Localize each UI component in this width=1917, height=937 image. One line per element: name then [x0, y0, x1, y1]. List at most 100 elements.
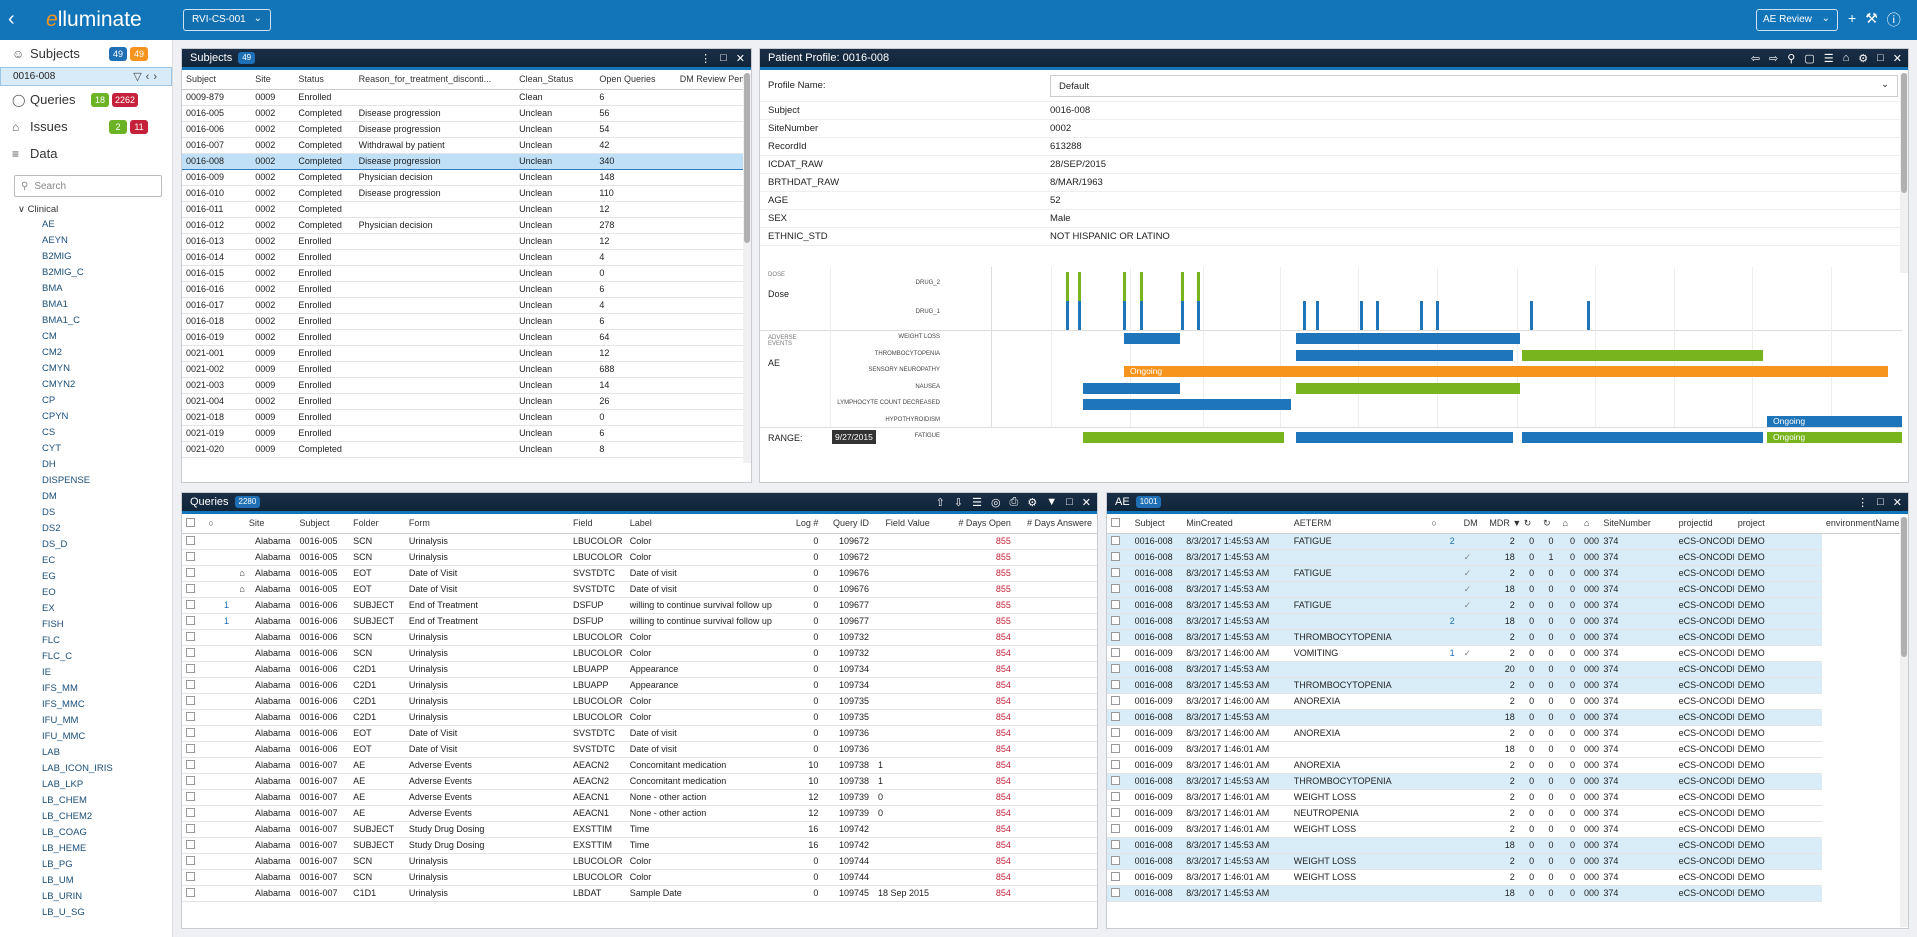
table-row[interactable]: 0016-008 8/3/2017 1:45:53 AM FATIGUE 2 2 0 0 0 0… [1107, 533, 1908, 550]
current-subject[interactable]: 0016-008 ▽‹› [0, 67, 172, 86]
tree-item[interactable]: DS_D [42, 539, 68, 550]
row-checkbox[interactable] [1111, 551, 1120, 561]
row-checkbox[interactable] [1111, 743, 1120, 753]
table-row[interactable]: 0016-010 0002 Completed Disease progression… [182, 185, 751, 202]
tree-item[interactable]: BMA1_C [42, 315, 81, 326]
row-checkbox[interactable] [186, 647, 195, 657]
row-checkbox[interactable] [186, 775, 195, 785]
row-checkbox-cell[interactable] [1107, 581, 1131, 598]
row-checkbox-cell[interactable] [182, 773, 205, 790]
row-checkbox-cell[interactable] [1107, 805, 1131, 822]
table-row[interactable]: Alabama 0016-005 SCN Urinalysis LBUCOLOR Colo… [182, 549, 1097, 566]
row-checkbox-cell[interactable] [182, 805, 205, 822]
tree-item[interactable]: EG [42, 571, 56, 582]
tree-item[interactable]: FLC [42, 635, 60, 646]
table-row[interactable]: 0016-005 0002 Completed Disease progression… [182, 105, 751, 122]
data-search-input[interactable]: ⚲ Search [14, 175, 162, 197]
row-checkbox-cell[interactable] [182, 581, 205, 598]
column-header[interactable]: Log # [782, 514, 824, 534]
table-row[interactable]: 0021-018 0009 Enrolled Unclean 0 [182, 409, 751, 426]
tree-item[interactable]: CM [42, 331, 57, 342]
table-row[interactable]: Alabama 0016-007 C1D1 Urinalysis LBDAT Sample… [182, 885, 1097, 902]
table-row[interactable]: Alabama 0016-007 AE Adverse Events AEACN1 Non… [182, 789, 1097, 806]
table-row[interactable]: 0021-002 0009 Enrolled Unclean 688 [182, 361, 751, 378]
row-checkbox[interactable] [1111, 711, 1120, 721]
tools-icon[interactable]: ⚒ [1865, 10, 1878, 26]
maximize-icon[interactable]: □ [720, 52, 727, 64]
table-row[interactable]: 0016-008 8/3/2017 1:45:53 AM FATIGUE ✓ 2 0 0 0 0… [1107, 565, 1908, 582]
column-header[interactable]: ⌂ [1579, 514, 1600, 534]
table-row[interactable]: Alabama 0016-007 SUBJECT Study Drug Dosing E… [182, 821, 1097, 838]
close-icon[interactable]: ✕ [1892, 497, 1902, 509]
column-header[interactable]: DM Review Pendin [675, 70, 751, 90]
row-checkbox[interactable] [1111, 887, 1120, 897]
column-header[interactable]: DM [1459, 514, 1486, 534]
table-row[interactable]: Alabama 0016-006 EOT Date of Visit SVSTDTC Da… [182, 725, 1097, 742]
row-checkbox-cell[interactable] [1107, 661, 1131, 678]
table-row[interactable]: Alabama 0016-007 SUBJECT Study Drug Dosing E… [182, 837, 1097, 854]
table-row[interactable]: Alabama 0016-006 C2D1 Urinalysis LBUAPP Appea… [182, 661, 1097, 678]
help-icon[interactable]: ⓘ [1886, 12, 1901, 28]
row-checkbox[interactable] [186, 727, 195, 737]
row-checkbox[interactable] [1111, 775, 1120, 785]
table-row[interactable]: 0016-009 8/3/2017 1:46:01 AM WEIGHT LOSS 2 0… [1107, 869, 1908, 886]
row-checkbox[interactable] [186, 839, 195, 849]
table-row[interactable]: 0016-009 8/3/2017 1:46:01 AM ANOREXIA 2 0 0 0 0… [1107, 757, 1908, 774]
row-checkbox[interactable] [186, 711, 195, 721]
tree-item[interactable]: CMYN [42, 363, 70, 374]
row-checkbox[interactable] [1111, 647, 1120, 657]
row-checkbox-cell[interactable] [182, 853, 205, 870]
row-checkbox-cell[interactable] [1107, 773, 1131, 790]
row-checkbox-cell[interactable] [182, 533, 205, 550]
column-header[interactable]: SiteNumber [1599, 514, 1675, 534]
row-checkbox-cell[interactable] [182, 613, 205, 630]
subject-nav-icons[interactable]: ▽‹› [133, 71, 161, 83]
row-checkbox-cell[interactable] [1107, 741, 1131, 758]
tree-item[interactable]: FISH [42, 619, 64, 630]
column-header[interactable]: Clean_Status [515, 70, 596, 90]
row-checkbox-cell[interactable] [182, 693, 205, 710]
column-header[interactable]: Form [404, 514, 570, 534]
row-checkbox-cell[interactable] [182, 885, 205, 902]
row-checkbox[interactable] [1111, 855, 1120, 865]
row-checkbox-cell[interactable] [182, 821, 205, 838]
tree-item[interactable]: LAB_LKP [42, 779, 84, 790]
table-row[interactable]: 0016-015 0002 Enrolled Unclean 0 [182, 265, 751, 282]
select-all-checkbox[interactable] [186, 517, 195, 527]
table-row[interactable]: Alabama 0016-006 C2D1 Urinalysis LBUCOLOR Col… [182, 709, 1097, 726]
column-header[interactable] [182, 514, 205, 534]
table-row[interactable]: 0016-018 0002 Enrolled Unclean 6 [182, 313, 751, 330]
row-checkbox[interactable] [186, 855, 195, 865]
column-header[interactable] [1107, 514, 1131, 534]
tree-item[interactable]: IFS_MM [42, 683, 78, 694]
tree-group-clinical[interactable]: ∨ Clinical [18, 204, 59, 215]
column-header[interactable]: ○ [1427, 514, 1460, 534]
row-checkbox-cell[interactable] [1107, 709, 1131, 726]
column-header[interactable]: Open Queries [595, 70, 676, 90]
tree-item[interactable]: DS [42, 507, 56, 518]
row-checkbox[interactable] [1111, 871, 1120, 881]
row-checkbox-cell[interactable] [182, 757, 205, 774]
column-header[interactable]: AETERM [1289, 514, 1428, 534]
row-checkbox[interactable] [1111, 615, 1120, 625]
tree-item[interactable]: B2MIG_C [42, 267, 84, 278]
row-checkbox-cell[interactable] [1107, 693, 1131, 710]
tree-item[interactable]: BMA1 [42, 299, 68, 310]
column-header[interactable]: Field [569, 514, 626, 534]
row-checkbox-cell[interactable] [182, 837, 205, 854]
row-checkbox[interactable] [1111, 823, 1120, 833]
row-checkbox[interactable] [186, 887, 195, 897]
row-checkbox-cell[interactable] [182, 597, 205, 614]
table-row[interactable]: Alabama 0016-006 C2D1 Urinalysis LBUAPP Appea… [182, 677, 1097, 694]
row-checkbox-cell[interactable] [1107, 565, 1131, 582]
column-header[interactable]: Reason_for_treatment_disconti... [354, 70, 516, 90]
row-checkbox-cell[interactable] [182, 661, 205, 678]
tree-item[interactable]: FLC_C [42, 651, 73, 662]
table-row[interactable]: 0016-009 8/3/2017 1:46:01 AM NEUTROPENIA 2 0… [1107, 805, 1908, 822]
tree-item[interactable]: LAB [42, 747, 60, 758]
study-selector[interactable]: RVI-CS-001 ⌄ [183, 9, 271, 31]
